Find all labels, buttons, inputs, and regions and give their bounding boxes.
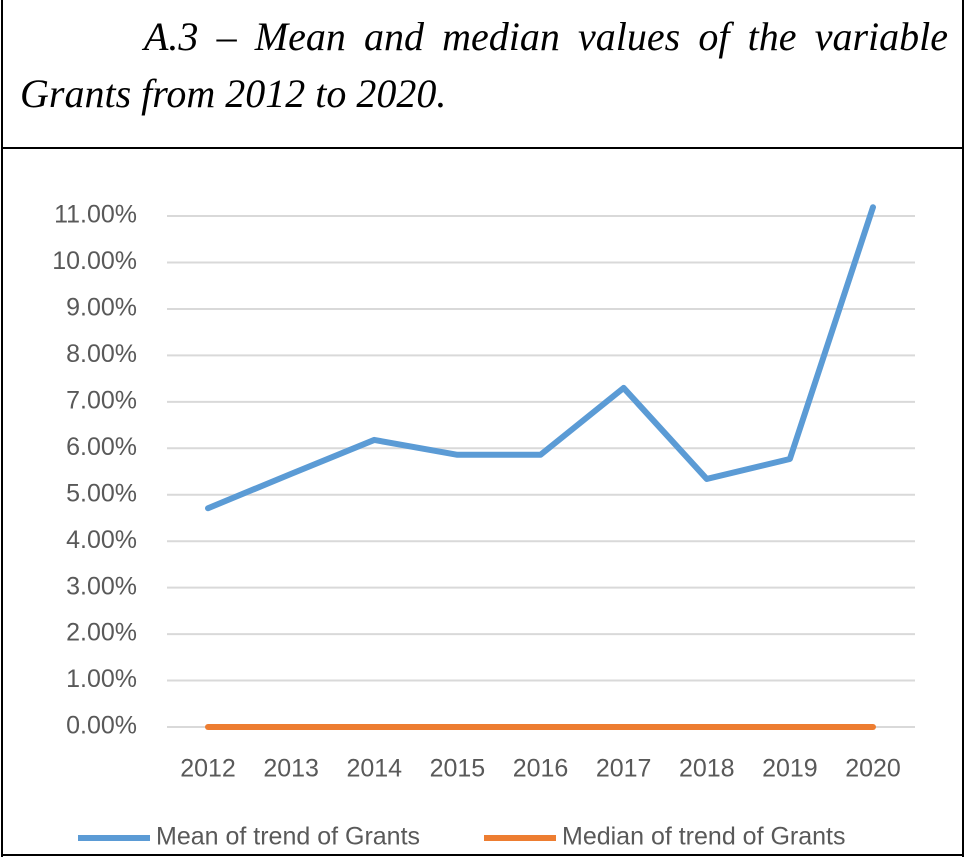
y-tick-label: 3.00%	[66, 572, 137, 600]
x-tick-label: 2016	[513, 755, 569, 783]
y-tick-label: 4.00%	[66, 526, 137, 554]
x-tick-label: 2020	[845, 755, 901, 783]
y-tick-label: 2.00%	[66, 619, 137, 647]
y-tick-label: 5.00%	[66, 479, 137, 507]
y-tick-label: 9.00%	[66, 294, 137, 322]
line-series	[205, 204, 876, 512]
legend-label: Mean of trend of Grants	[156, 823, 420, 851]
x-tick-label: 2015	[430, 755, 486, 783]
y-tick-label: 7.00%	[66, 386, 137, 414]
legend-label: Median of trend of Grants	[562, 823, 845, 851]
y-tick-label: 1.00%	[66, 665, 137, 693]
y-tick-label: 6.00%	[66, 433, 137, 461]
chart-title: A.3 – Mean and median values of the vari…	[20, 14, 948, 116]
y-tick-label: 10.00%	[52, 247, 137, 275]
y-tick-label: 11.00%	[54, 201, 137, 229]
x-tick-label: 2019	[762, 755, 818, 783]
x-tick-label: 2013	[263, 755, 319, 783]
x-tick-label: 2014	[346, 755, 402, 783]
y-tick-label: 0.00%	[66, 712, 137, 740]
x-tick-label: 2018	[679, 755, 735, 783]
x-tick-label: 2017	[596, 755, 652, 783]
y-tick-label: 8.00%	[66, 340, 137, 368]
x-tick-label: 2012	[180, 755, 236, 783]
